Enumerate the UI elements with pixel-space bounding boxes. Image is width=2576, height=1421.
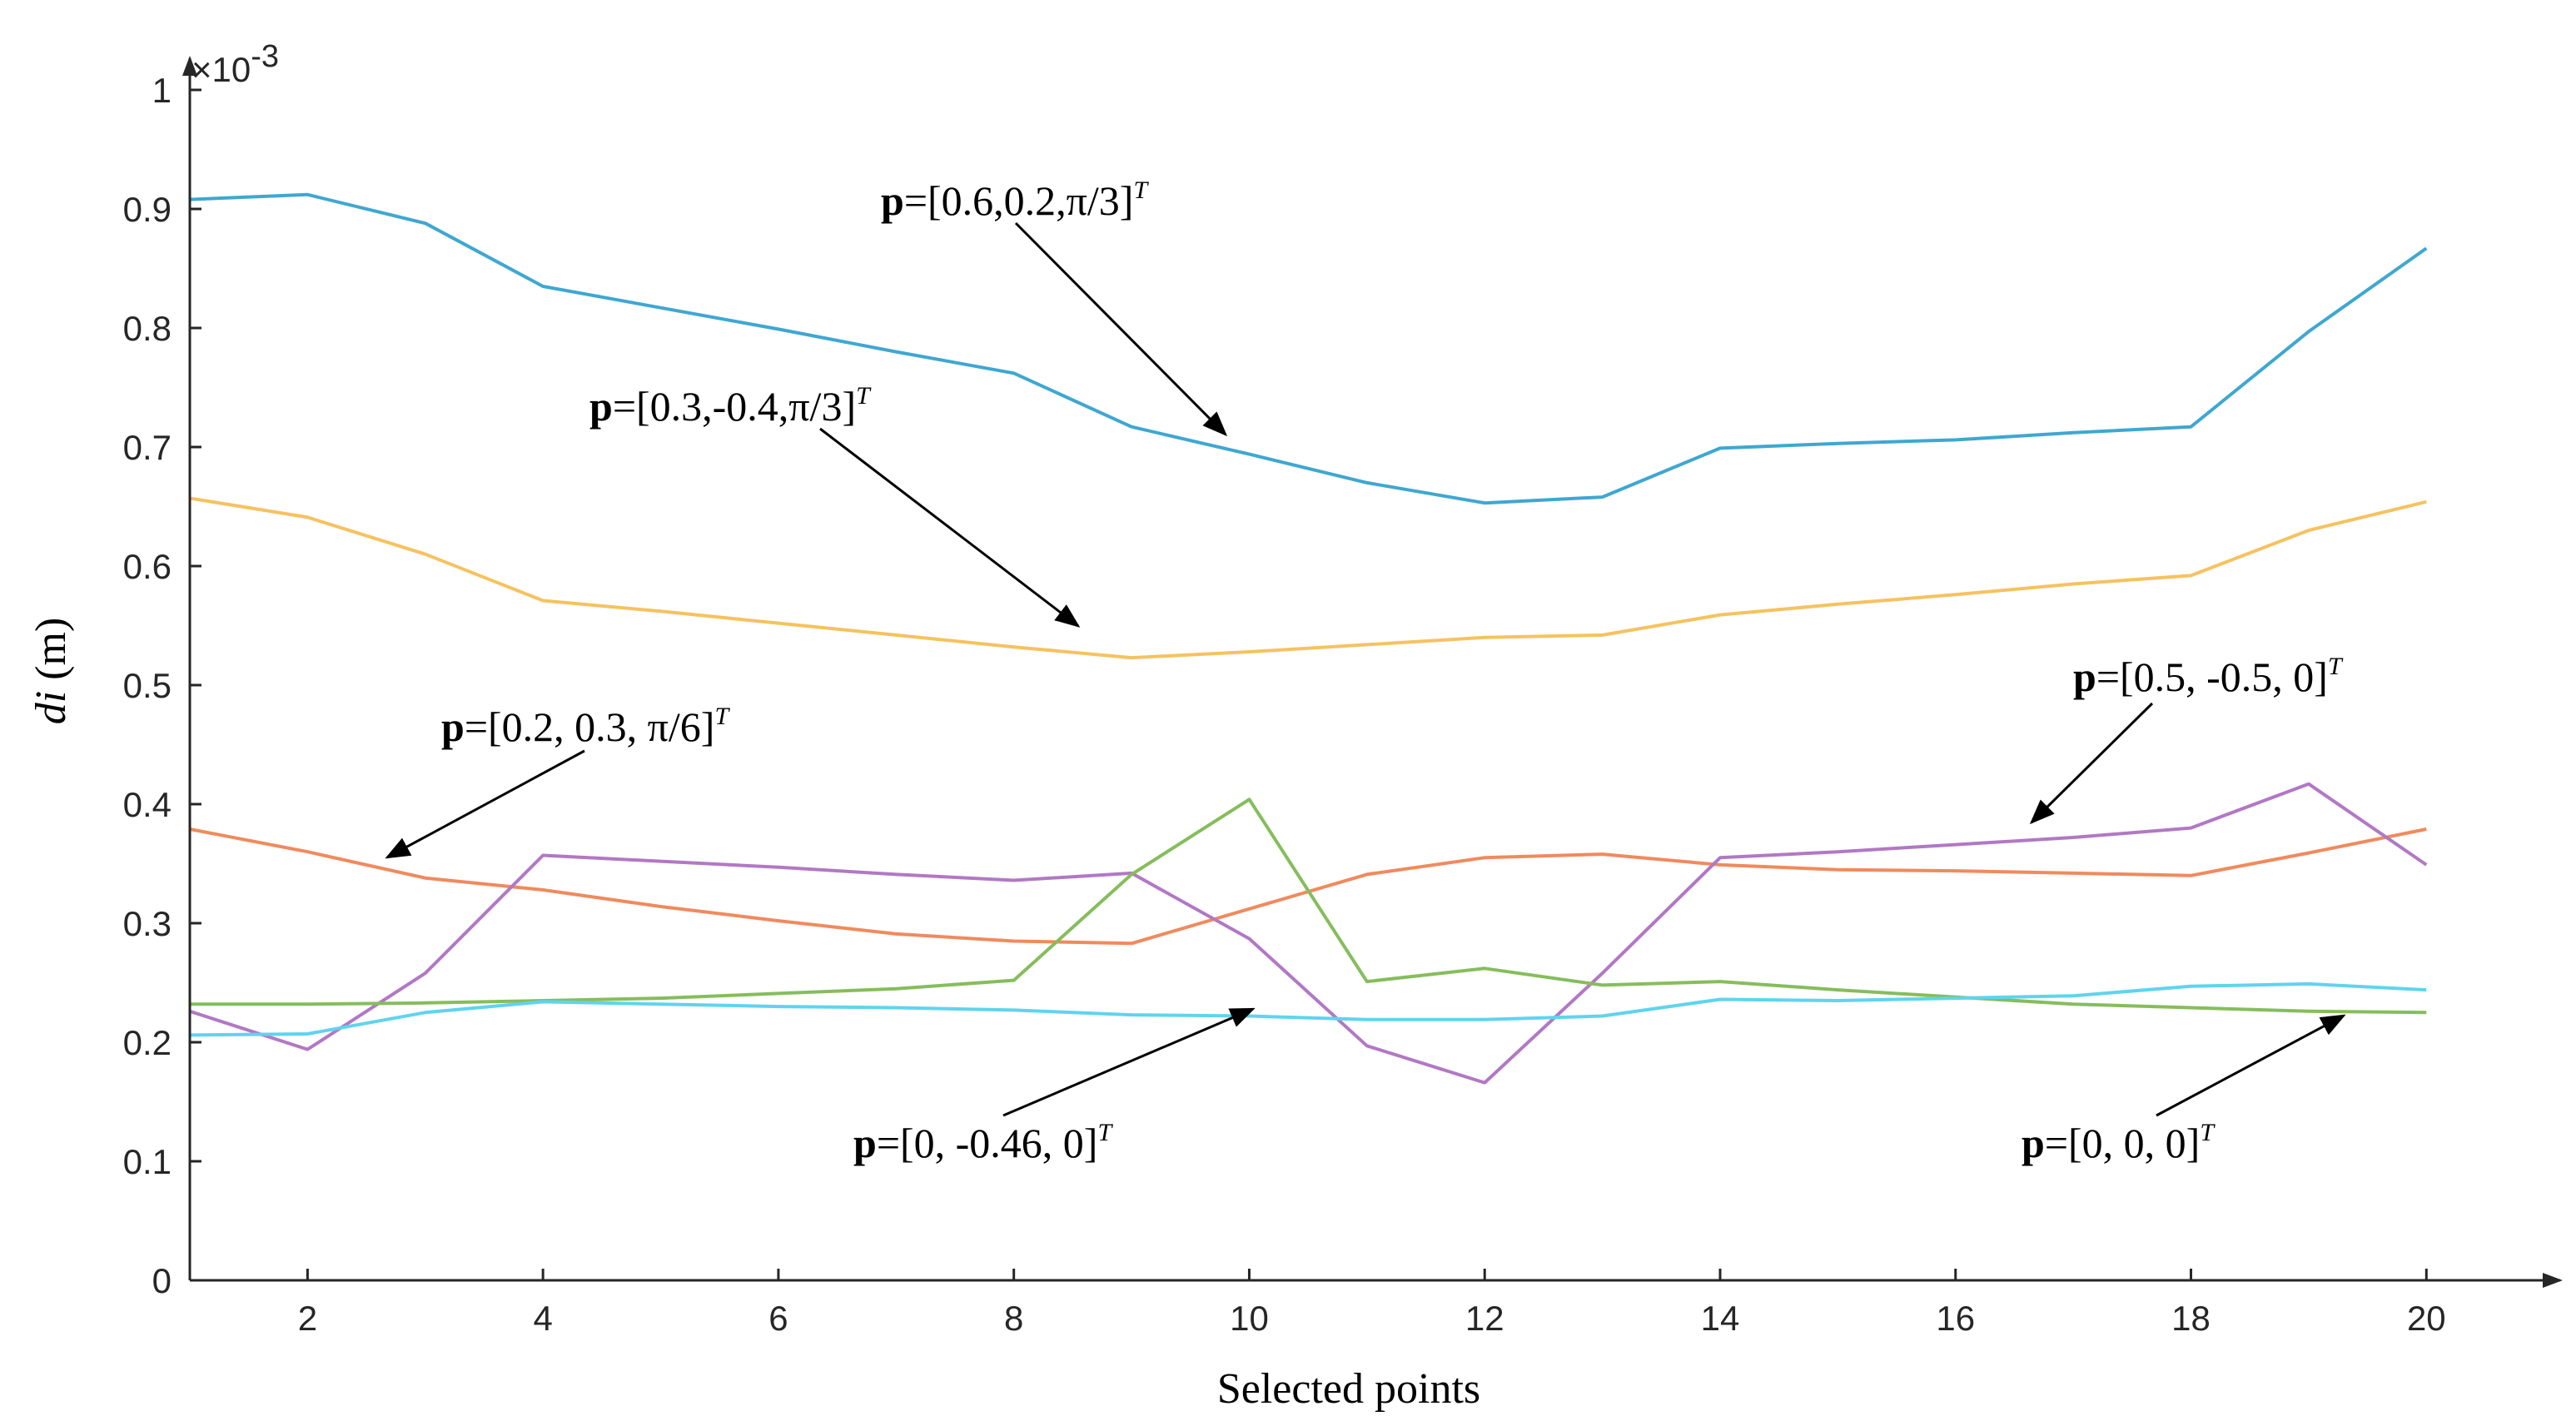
y-tick-label: 0.4 (123, 785, 172, 824)
y-ticks: 0 0.1 0.2 0.3 0.4 0.5 0.6 0.7 0.8 0.9 1 (123, 71, 201, 1300)
x-tick-label: 10 (1230, 1299, 1269, 1338)
y-tick-label: 0.9 (123, 190, 172, 229)
series-line-6 (189, 981, 2427, 1037)
annotation-p6: p=[0, 0, 0]T (2022, 1014, 2346, 1166)
y-multiplier: ×10-3 (191, 39, 279, 89)
svg-text:p=[0, -0.46, 0]T: p=[0, -0.46, 0]T (853, 1119, 1113, 1166)
arrow-p5 (1002, 1007, 1256, 1117)
annotation-p1: p=[0.6,0.2,π/3]T (881, 176, 1228, 437)
y-tick-label: 0.1 (123, 1142, 172, 1181)
y-multiplier-exponent: -3 (251, 39, 279, 74)
x-tick-label: 4 (533, 1299, 552, 1338)
y-tick-label: 1 (152, 71, 172, 110)
series-line-2 (189, 496, 2427, 660)
svg-text:p=[0.2, 0.3, π/6]T: p=[0.2, 0.3, π/6]T (441, 703, 730, 750)
svg-text:p=[0.5, -0.5, 0]T: p=[0.5, -0.5, 0]T (2073, 653, 2344, 700)
y-tick-label: 0.7 (123, 428, 172, 467)
arrow-p4 (2029, 702, 2154, 825)
y-tick-label: 0.5 (123, 666, 172, 705)
y-tick-label: 0.8 (123, 309, 172, 348)
series-layer (189, 192, 2428, 1085)
annotation-p2: p=[0.3,-0.4,π/3]T (589, 382, 1081, 628)
annotation-p5: p=[0, -0.46, 0]T (853, 1007, 1256, 1166)
x-tick-label: 16 (1936, 1299, 1975, 1338)
svg-text:p=[0, 0, 0]T: p=[0, 0, 0]T (2022, 1119, 2215, 1166)
annotation-p3: p=[0.2, 0.3, π/6]T (385, 703, 730, 859)
series-line-1 (189, 192, 2428, 505)
series-line-5 (190, 797, 2427, 1015)
x-tick-label: 12 (1465, 1299, 1504, 1338)
series-line-3 (189, 827, 2427, 946)
y-axis-label: di (m) (27, 618, 75, 725)
x-axis-label: Selected points (1217, 1365, 1480, 1413)
arrow-p2 (819, 427, 1081, 628)
x-tick-label: 14 (1701, 1299, 1740, 1338)
x-tick-label: 20 (2407, 1299, 2446, 1338)
arrow-p1 (1014, 221, 1228, 437)
arrow-p3 (385, 749, 585, 859)
arrow-p6 (2156, 1014, 2346, 1117)
y-tick-label: 0.2 (123, 1023, 172, 1062)
annotation-p4: p=[0.5, -0.5, 0]T (2029, 653, 2344, 825)
y-tick-label: 0.3 (123, 904, 172, 943)
y-axis-label-unit: (m) (27, 618, 75, 691)
x-tick-label: 2 (298, 1299, 317, 1338)
x-tick-label: 8 (1004, 1299, 1023, 1338)
x-ticks: 2 4 6 8 10 12 14 16 18 20 (298, 1269, 2446, 1338)
svg-text:p=[0.6,0.2,π/3]T: p=[0.6,0.2,π/3]T (881, 176, 1149, 224)
x-tick-label: 6 (768, 1299, 788, 1338)
series-line-4 (189, 782, 2428, 1085)
y-tick-label: 0 (152, 1261, 172, 1300)
x-tick-label: 18 (2171, 1299, 2210, 1338)
y-axis-label-variable: di (27, 691, 75, 724)
y-tick-label: 0.6 (123, 547, 172, 586)
svg-text:p=[0.3,-0.4,π/3]T: p=[0.3,-0.4,π/3]T (589, 382, 872, 430)
